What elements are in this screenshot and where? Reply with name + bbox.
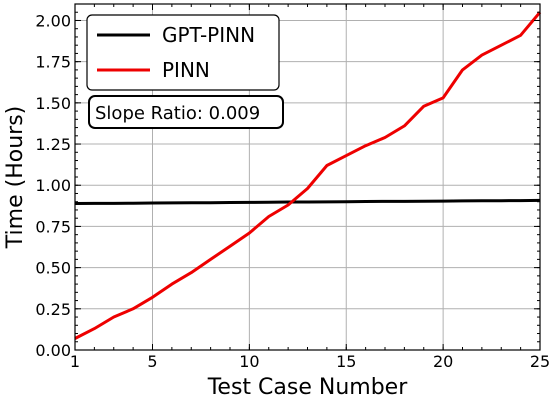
annotation-box [88, 95, 284, 129]
series-line-pinn [74, 11, 542, 340]
x-tick-label: 20 [433, 352, 453, 371]
x-tick-label: 10 [239, 352, 259, 371]
x-tick-label: 1 [70, 352, 80, 371]
axis-ticks [74, 3, 541, 351]
y-tick-label: 0.50 [35, 259, 71, 278]
legend-label-gpt-pinn: GPT-PINN [162, 23, 255, 47]
y-axis-label: Time (Hours) [3, 106, 28, 249]
series-lines [74, 11, 542, 340]
series-line-gpt-pinn [74, 198, 541, 205]
x-axis-label: Test Case Number [207, 375, 408, 400]
y-tick-label: 0.00 [35, 341, 71, 360]
tick-labels: 0.000.250.500.751.001.251.501.752.001 5 10… [35, 11, 550, 371]
y-tick-label: 2.00 [35, 11, 71, 30]
y-tick-label: 1.00 [35, 176, 71, 195]
x-tick-label: 25 [530, 352, 550, 371]
x-tick-label: 5 [147, 352, 157, 371]
y-tick-label: 0.25 [35, 300, 71, 319]
x-tick-label: 15 [336, 352, 356, 371]
legend-label-pinn: PINN [162, 58, 210, 82]
y-tick-label: 1.50 [35, 94, 71, 113]
slope-ratio-annotation: Slope Ratio: 0.009 [88, 95, 284, 129]
y-tick-label: 1.25 [35, 135, 71, 154]
legend: GPT-PINN PINN [86, 14, 280, 91]
y-tick-label: 0.75 [35, 217, 71, 236]
y-tick-label: 1.75 [35, 53, 71, 72]
annotation-text: Slope Ratio: 0.009 [95, 103, 260, 124]
